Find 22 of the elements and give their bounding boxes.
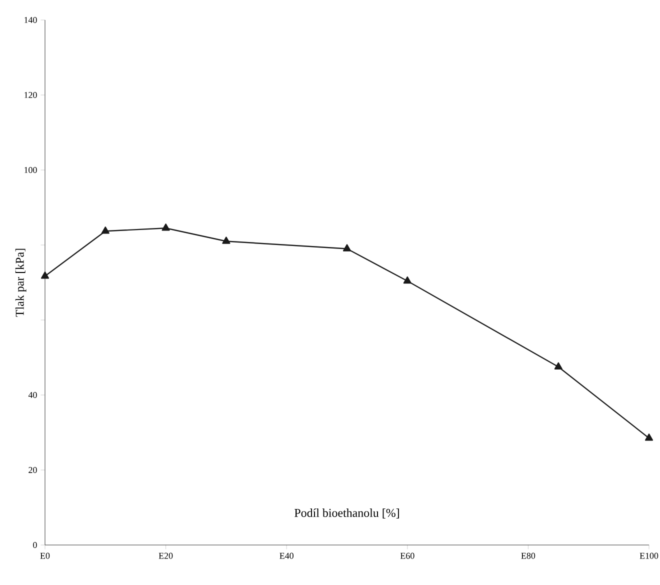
- x-tick-label: E80: [521, 552, 536, 559]
- point: [162, 224, 170, 231]
- y-tick-label: 40: [28, 392, 37, 398]
- x-tick-label: E0: [40, 552, 50, 559]
- point: [403, 276, 412, 284]
- y-axis-title: Tlak par [kPa]: [15, 248, 26, 317]
- x-tick-label: E20: [158, 552, 173, 559]
- y-tick-label: 140: [24, 16, 37, 24]
- x-tick-label: E60: [400, 552, 414, 559]
- point: [101, 226, 110, 234]
- point: [644, 434, 654, 441]
- point: [222, 236, 230, 244]
- point: [554, 362, 562, 370]
- x-tick-label: E40: [280, 552, 294, 559]
- point: [40, 272, 50, 279]
- y-tick-label: 20: [28, 466, 37, 474]
- x-axis-title: Podíl bioethanolu [%]: [294, 508, 399, 518]
- x-tick-label: E100: [640, 552, 658, 559]
- point: [342, 244, 352, 252]
- y-tick-label: 100: [24, 166, 37, 174]
- y-tick-label: 0: [33, 542, 37, 548]
- y-tick-label: 120: [24, 92, 37, 98]
